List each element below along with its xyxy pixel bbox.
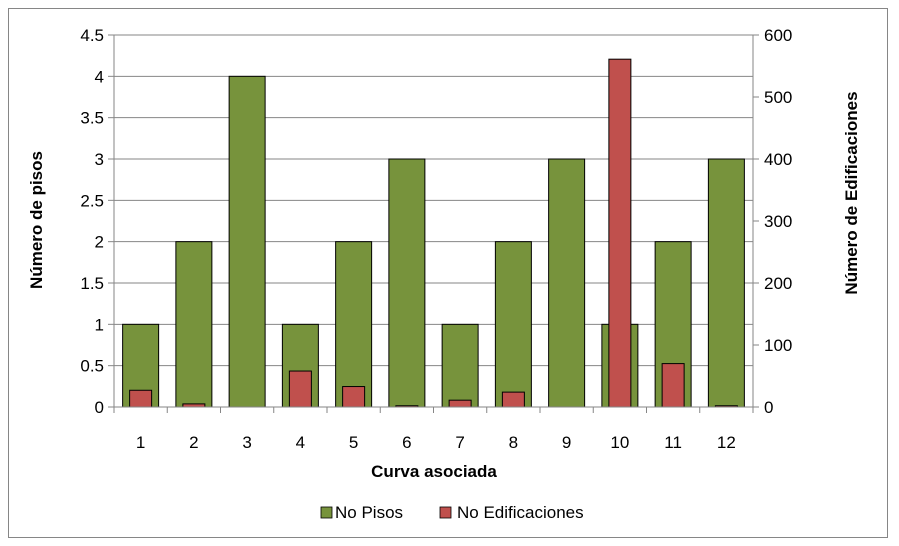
y-tick-label: 3.5 — [80, 109, 104, 128]
x-tick-label: 4 — [296, 433, 305, 452]
x-tick-label: 5 — [349, 433, 358, 452]
bar-no-edificaciones — [129, 389, 153, 408]
bar-no-pisos — [707, 158, 745, 408]
y2-tick-label: 400 — [764, 150, 792, 169]
bar-no-pisos — [441, 323, 479, 408]
bar-no-edificaciones — [448, 399, 472, 408]
y-tick-label: 2 — [95, 233, 104, 252]
y-tick-label: 0.5 — [80, 357, 104, 376]
x-tick-label: 7 — [455, 433, 464, 452]
x-tick-label: 12 — [717, 433, 736, 452]
y2-tick-label: 500 — [764, 88, 792, 107]
x-tick-label: 1 — [136, 433, 145, 452]
x-tick-label: 8 — [509, 433, 518, 452]
x-axis-title: Curva asociada — [371, 462, 497, 481]
bars — [122, 58, 745, 408]
legend: No Pisos No Edificaciones — [320, 503, 584, 522]
x-tick-label: 6 — [402, 433, 411, 452]
bar-no-edificaciones — [288, 370, 312, 408]
x-tick-label: 3 — [242, 433, 251, 452]
x-tick-label: 2 — [189, 433, 198, 452]
bar-no-pisos — [175, 241, 213, 408]
bar-no-edificaciones — [501, 391, 525, 408]
y-tick-label: 0 — [95, 398, 104, 417]
y2-axis-title: Número de Edificaciones — [842, 91, 861, 294]
legend-label-no-edificaciones: No Edificaciones — [457, 503, 584, 522]
y2-tick-label: 100 — [764, 336, 792, 355]
tick-labels: 0 0.5 1 1.5 2 2.5 3 3.5 4 4.5 0 100 200 300 400 500 600 1… — [80, 26, 792, 452]
gridlines — [114, 34, 753, 367]
y-tick-label: 1 — [95, 315, 104, 334]
bar-no-edificaciones — [608, 58, 632, 408]
y-axis-title: Número de pisos — [27, 151, 46, 289]
x-tick-label: 10 — [610, 433, 629, 452]
x-tick-label: 9 — [562, 433, 571, 452]
y2-tick-label: 600 — [764, 26, 792, 45]
bar-no-pisos — [335, 241, 373, 408]
y-tick-label: 4.5 — [80, 26, 104, 45]
bar-no-pisos — [228, 75, 266, 408]
y2-tick-label: 200 — [764, 274, 792, 293]
y2-tick-label: 0 — [764, 398, 773, 417]
axes — [108, 34, 759, 413]
legend-swatch-no-edificaciones — [439, 506, 452, 519]
y-tick-label: 2.5 — [80, 191, 104, 210]
y2-tick-label: 300 — [764, 212, 792, 231]
y-tick-label: 1.5 — [80, 274, 104, 293]
bar-no-pisos — [548, 158, 586, 408]
y-tick-label: 3 — [95, 150, 104, 169]
bar-no-edificaciones — [342, 386, 366, 408]
bar-no-pisos — [494, 241, 532, 408]
legend-label-no-pisos: No Pisos — [335, 503, 403, 522]
legend-swatch-no-pisos — [320, 506, 333, 519]
x-tick-label: 11 — [664, 433, 682, 452]
bar-no-pisos — [388, 158, 426, 408]
y-tick-label: 4 — [95, 67, 104, 86]
bar-no-edificaciones — [661, 363, 685, 408]
